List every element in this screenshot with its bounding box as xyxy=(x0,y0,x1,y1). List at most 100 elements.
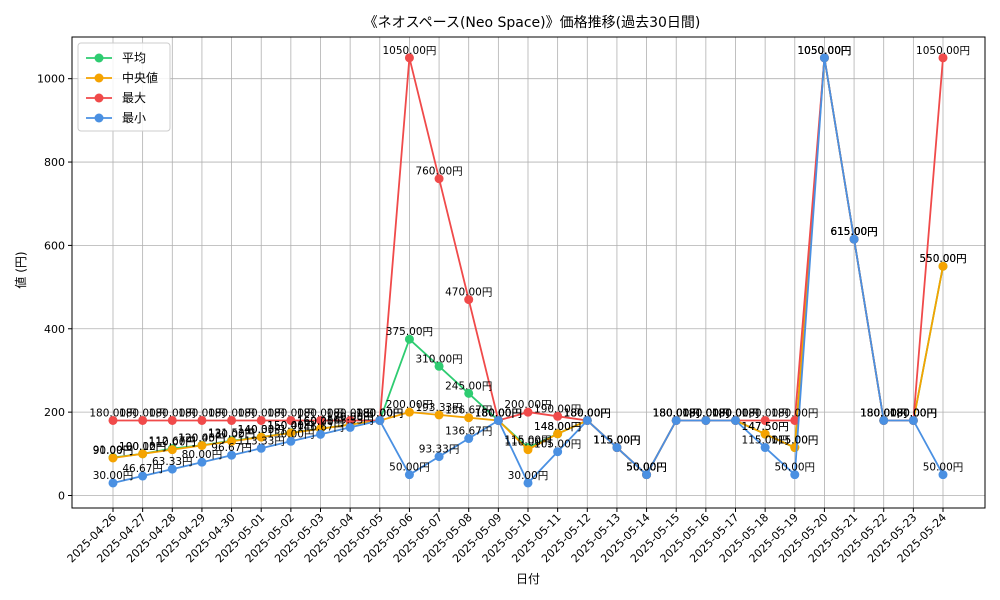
data-label: 115.00円 xyxy=(771,435,818,447)
data-point xyxy=(167,415,177,425)
data-label: 93.33円 xyxy=(419,444,460,456)
data-label: 147.50円 xyxy=(742,421,789,433)
data-point xyxy=(642,470,652,480)
legend-swatch-marker xyxy=(94,53,104,63)
data-point xyxy=(434,174,444,184)
data-label: 96.67円 xyxy=(211,442,252,454)
data-label: 193.33円 xyxy=(415,402,462,414)
data-point xyxy=(493,415,503,425)
data-label: 180.00円 xyxy=(653,407,700,419)
data-label: 140.00円 xyxy=(238,424,285,436)
data-label: 180.00円 xyxy=(653,407,700,419)
data-label: 615.00円 xyxy=(830,226,877,238)
data-label: 180.00円 xyxy=(564,407,611,419)
data-label: 180.00円 xyxy=(682,407,729,419)
data-label: 148.00円 xyxy=(534,421,581,433)
data-label: 180.00円 xyxy=(742,407,789,419)
data-label: 136.67円 xyxy=(445,426,492,438)
data-point xyxy=(464,434,474,444)
data-point xyxy=(938,53,948,63)
data-label: 615.00円 xyxy=(830,226,877,238)
data-label: 1050.00円 xyxy=(797,45,851,57)
data-point xyxy=(286,428,296,438)
legend-label: 平均 xyxy=(122,51,146,65)
data-label: 180.00円 xyxy=(712,407,759,419)
data-label: 180.00円 xyxy=(712,407,759,419)
data-label: 180.00円 xyxy=(564,407,611,419)
data-point xyxy=(938,470,948,480)
data-label: 90.00円 xyxy=(93,445,134,457)
data-label: 50.00円 xyxy=(626,462,667,474)
data-label: 160.00円 xyxy=(297,416,344,428)
data-label: 150.00円 xyxy=(267,420,314,432)
data-point xyxy=(138,471,148,481)
data-point xyxy=(553,447,563,457)
data-point xyxy=(790,470,800,480)
data-label: 80.00円 xyxy=(182,449,223,461)
data-label: 180.00円 xyxy=(682,407,729,419)
data-label: 180.00円 xyxy=(682,407,729,419)
data-label: 115.00円 xyxy=(742,435,789,447)
data-label: 163.33円 xyxy=(327,414,374,426)
data-point xyxy=(345,422,355,432)
data-point xyxy=(760,429,770,439)
data-label: 147.50円 xyxy=(742,421,789,433)
data-label: 120.00円 xyxy=(178,432,225,444)
data-point xyxy=(464,388,474,398)
data-label: 186.67円 xyxy=(445,405,492,417)
data-point xyxy=(760,443,770,453)
data-label: 180.00円 xyxy=(712,407,759,419)
data-point xyxy=(286,415,296,425)
data-label: 180.00円 xyxy=(712,407,759,419)
data-point xyxy=(404,470,414,480)
data-label: 120.45円 xyxy=(178,432,225,444)
data-point xyxy=(197,440,207,450)
data-label: 110.00円 xyxy=(149,437,196,449)
series-layer xyxy=(108,53,948,488)
legend-label: 最大 xyxy=(122,91,146,105)
data-point xyxy=(108,453,118,463)
data-label: 180.00円 xyxy=(208,407,255,419)
data-label: 180.00円 xyxy=(297,407,344,419)
data-point xyxy=(553,411,563,421)
data-label: 245.00円 xyxy=(445,380,492,392)
data-point xyxy=(197,457,207,467)
data-label: 63.33円 xyxy=(152,456,193,468)
data-label: 146.67円 xyxy=(297,421,344,433)
data-label: 180.00円 xyxy=(89,407,136,419)
data-point xyxy=(464,413,474,423)
data-label: 180.00円 xyxy=(149,407,196,419)
data-label: 110.00円 xyxy=(504,437,551,449)
y-tick-label: 400 xyxy=(44,323,65,336)
data-label: 180.00円 xyxy=(475,407,522,419)
data-label: 46.67円 xyxy=(122,463,163,475)
data-point xyxy=(138,449,148,459)
data-label: 180.00円 xyxy=(860,407,907,419)
data-point xyxy=(375,415,385,425)
data-point xyxy=(256,432,266,442)
data-point xyxy=(523,478,533,488)
data-label: 50.00円 xyxy=(923,462,964,474)
data-label: 140.33円 xyxy=(238,424,285,436)
data-point xyxy=(108,478,118,488)
data-point xyxy=(404,53,414,63)
data-label: 115.00円 xyxy=(504,435,551,447)
data-label: 190.00円 xyxy=(534,403,581,415)
data-label: 180.00円 xyxy=(890,407,937,419)
series-最小 xyxy=(108,53,948,488)
data-labels: 91.09円100.12円112.67円120.45円131.52円140.33… xyxy=(89,45,970,482)
data-label: 1050.00円 xyxy=(916,45,970,57)
data-label: 148.00円 xyxy=(534,421,581,433)
data-label: 180.00円 xyxy=(890,407,937,419)
data-label: 180.00円 xyxy=(475,407,522,419)
legend-swatch-marker xyxy=(94,73,104,83)
data-label: 180.00円 xyxy=(267,407,314,419)
data-label: 30.00円 xyxy=(93,470,134,482)
data-point xyxy=(938,261,948,271)
data-point xyxy=(256,443,266,453)
data-point xyxy=(167,445,177,455)
y-tick-label: 1000 xyxy=(37,73,65,86)
data-label: 30.00円 xyxy=(508,470,549,482)
data-label: 180.00円 xyxy=(178,407,225,419)
